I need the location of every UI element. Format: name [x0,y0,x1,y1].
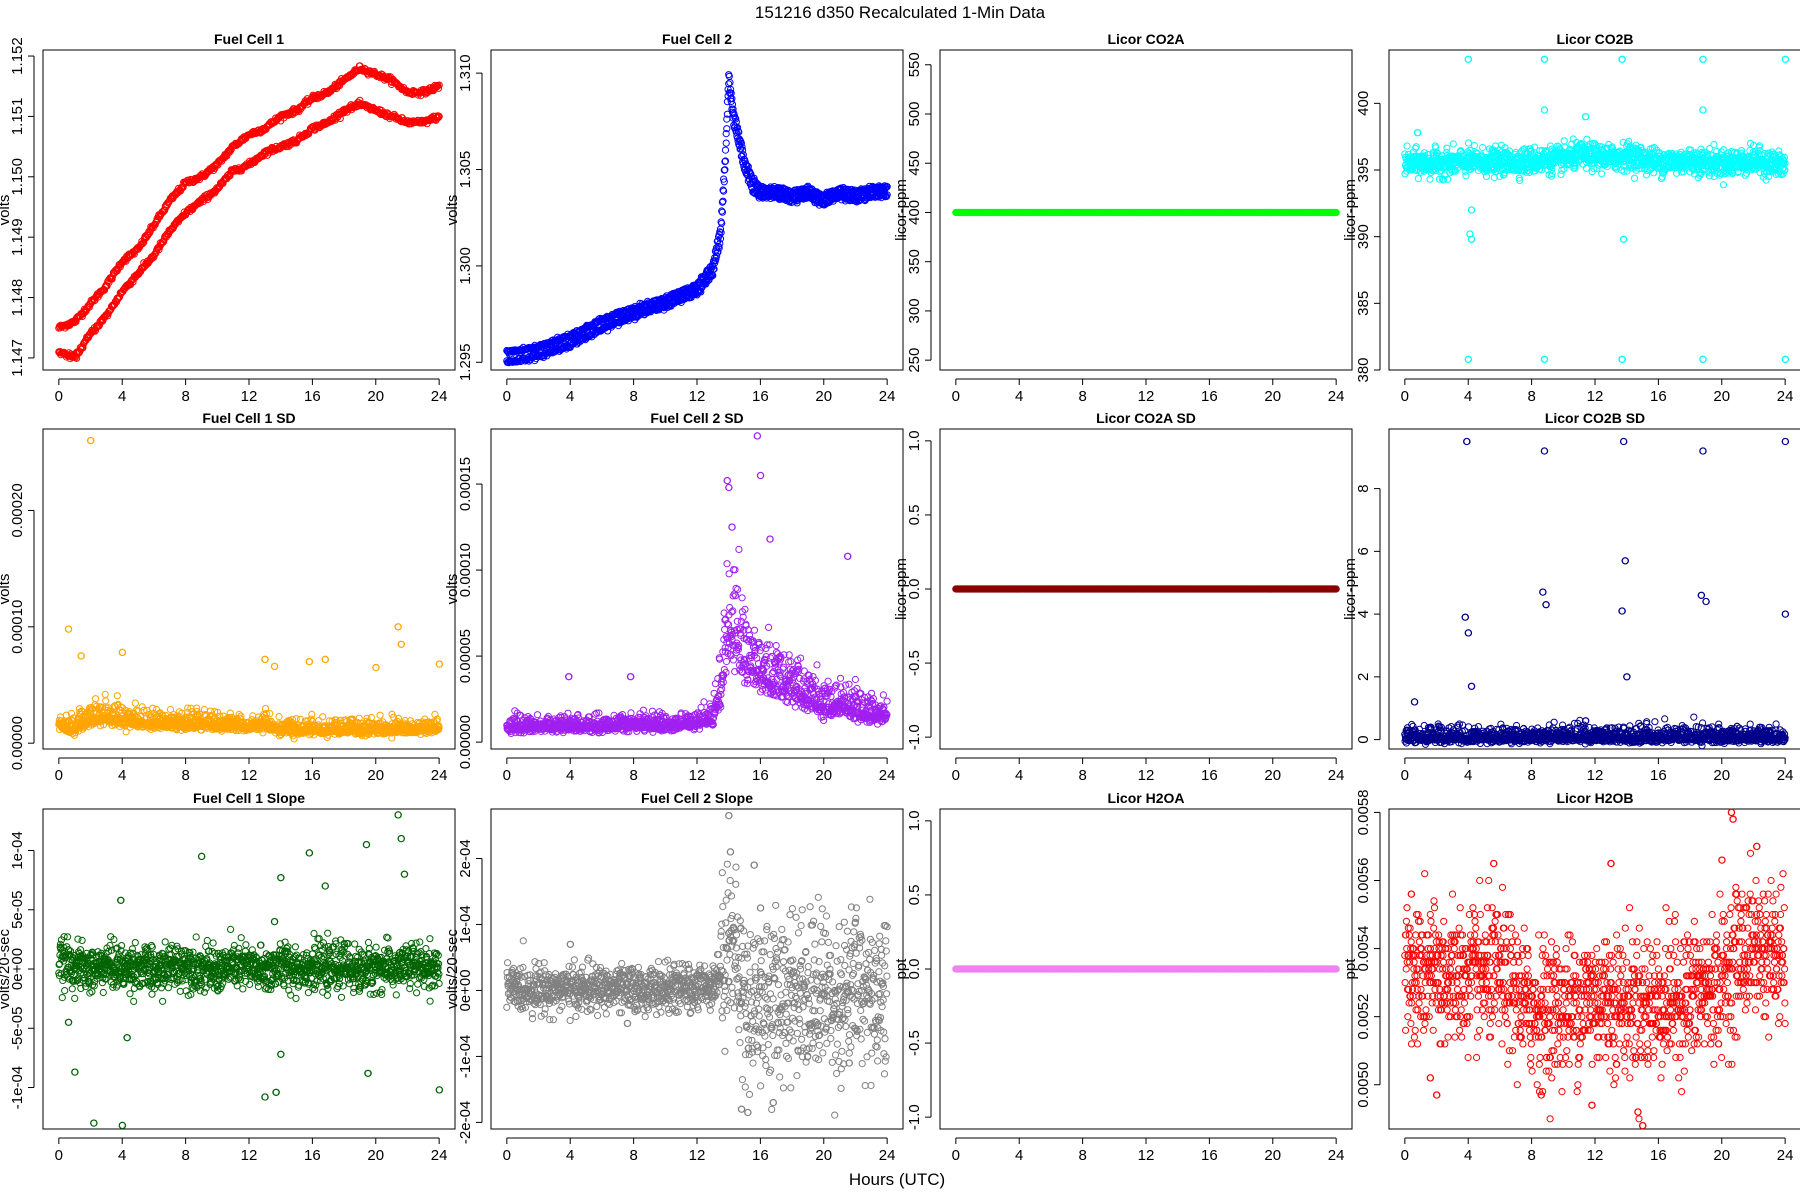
y-tick-label: 500 [906,101,923,126]
x-tick-label: 24 [879,388,896,405]
y-tick-label: 250 [906,348,923,373]
data-point [139,239,147,247]
x-tick-label: 4 [566,388,574,405]
x-tick-label: 12 [241,388,258,405]
x-tick-label: 20 [367,388,384,405]
data-point [152,218,160,226]
x-tick-label: 12 [1138,388,1155,405]
x-tick-label: 20 [1713,388,1730,405]
y-tick-label: 550 [906,52,923,77]
x-tick-label: 4 [118,388,126,405]
x-tick-label: 16 [304,388,321,405]
figure-x-label: Hours (UTC) [849,1170,945,1189]
panel-title: Fuel Cell 1 [214,31,284,47]
figure-title: 151216 d350 Recalculated 1-Min Data [755,3,1046,22]
y-tick-label: 1.147 [9,339,26,377]
panel-title: Fuel Cell 1 SD [202,410,295,426]
x-tick-label: 8 [181,388,189,405]
y-axis-label: volts [444,195,461,226]
y-tick-label: 1.148 [9,279,26,317]
plot-frame [42,49,456,371]
panel-title: Licor CO2A [1107,31,1184,47]
y-tick-label: 395 [1355,157,1372,182]
x-tick-label: 8 [629,388,637,405]
y-tick-label: 380 [1355,357,1372,382]
x-tick-label: 8 [1527,388,1535,405]
x-tick-label: 4 [1464,388,1472,405]
y-tick-label: 300 [906,298,923,323]
x-tick-label: 0 [1401,388,1409,405]
data-points [55,62,443,363]
y-tick-label: 400 [1355,91,1372,116]
x-tick-label: 24 [431,388,448,405]
data-point [103,282,111,290]
x-tick-label: 20 [1264,388,1281,405]
y-tick-label: 1.150 [9,158,26,196]
x-tick-label: 16 [1201,388,1218,405]
x-tick-label: 0 [503,388,511,405]
x-tick-label: 16 [1650,388,1667,405]
x-tick-label: 12 [1587,388,1604,405]
x-tick-label: 20 [815,388,832,405]
y-tick-label: 1.310 [457,54,474,92]
y-tick-label: 350 [906,249,923,274]
x-tick-label: 0 [55,388,63,405]
y-tick-label: 1.152 [9,37,26,75]
x-tick-label: 24 [1328,388,1345,405]
y-axis-label: licor-ppm [1342,179,1359,241]
x-tick-label: 12 [689,388,706,405]
x-tick-label: 4 [1015,388,1023,405]
panels: Fuel Cell 10 4 8 12 16 20 241.1471.1481.1491.1… [0,31,1800,1164]
data-points [952,208,1340,217]
x-tick-label: 0 [952,388,960,405]
y-axis-label: licor-ppm [893,179,910,241]
x-tick-label: 8 [1078,388,1086,405]
y-tick-label: 1.295 [457,344,474,382]
panel-fuel-cell-1: Fuel Cell 10 4 8 12 16 20 241.1471.1481.1491.1… [0,31,456,405]
panel-title: Fuel Cell 2 [662,31,732,47]
y-tick-label: 1.305 [457,151,474,189]
panel-title: Licor CO2B [1556,31,1633,47]
x-tick-label: 24 [1777,388,1794,405]
y-tick-label: 1.300 [457,247,474,285]
data-point [144,231,152,240]
y-tick-label: 385 [1355,291,1372,316]
y-tick-label: 1.151 [9,98,26,136]
y-tick-label: 450 [906,151,923,176]
x-tick-label: 16 [752,388,769,405]
y-axis-label: volts [0,195,13,226]
